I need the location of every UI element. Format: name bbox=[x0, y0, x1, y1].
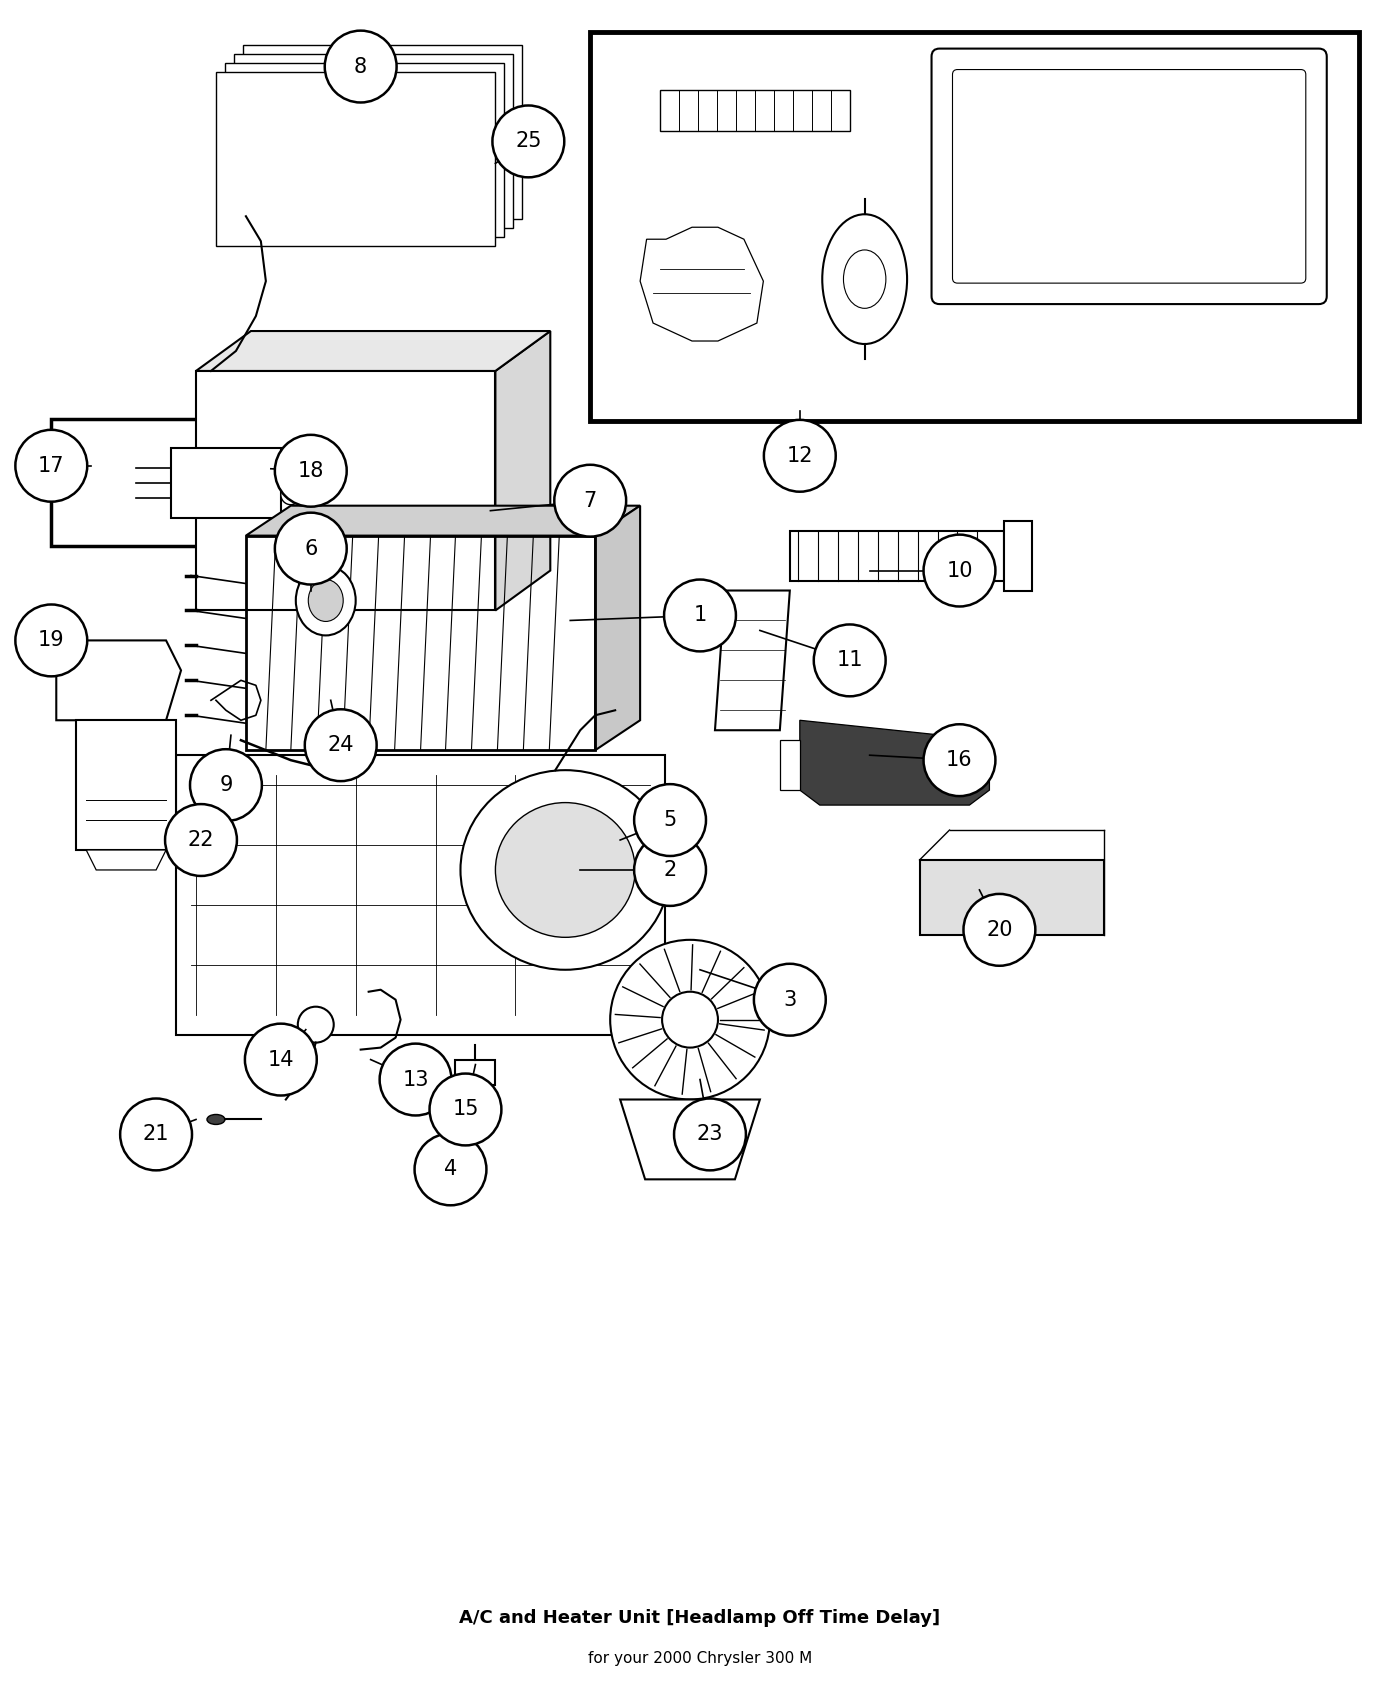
Polygon shape bbox=[799, 721, 990, 806]
Text: 15: 15 bbox=[452, 1100, 479, 1120]
Bar bbox=[234, 54, 514, 228]
Text: 1: 1 bbox=[693, 605, 707, 626]
Polygon shape bbox=[196, 332, 550, 371]
Circle shape bbox=[274, 513, 347, 585]
Text: A/C and Heater Unit [Headlamp Off Time Delay]: A/C and Heater Unit [Headlamp Off Time D… bbox=[459, 1610, 941, 1627]
Text: 23: 23 bbox=[697, 1124, 724, 1144]
Bar bbox=[591, 32, 1358, 422]
Text: 5: 5 bbox=[664, 811, 676, 830]
Polygon shape bbox=[640, 228, 763, 342]
Ellipse shape bbox=[461, 770, 671, 969]
Text: 16: 16 bbox=[946, 750, 973, 770]
Polygon shape bbox=[715, 590, 790, 731]
Ellipse shape bbox=[843, 250, 886, 308]
Text: 22: 22 bbox=[188, 830, 214, 850]
Circle shape bbox=[245, 1023, 316, 1095]
Circle shape bbox=[924, 724, 995, 796]
Circle shape bbox=[430, 1074, 501, 1146]
Text: 4: 4 bbox=[444, 1159, 458, 1180]
Ellipse shape bbox=[308, 580, 343, 622]
Text: 13: 13 bbox=[402, 1069, 428, 1090]
FancyBboxPatch shape bbox=[931, 49, 1327, 304]
Circle shape bbox=[281, 461, 301, 481]
Circle shape bbox=[379, 1044, 451, 1115]
Polygon shape bbox=[246, 505, 640, 536]
Circle shape bbox=[120, 1098, 192, 1170]
Text: for your 2000 Chrysler 300 M: for your 2000 Chrysler 300 M bbox=[588, 1651, 812, 1666]
Text: 11: 11 bbox=[836, 651, 862, 670]
Bar bbox=[171, 447, 281, 518]
Circle shape bbox=[281, 484, 301, 505]
Polygon shape bbox=[87, 850, 167, 870]
Circle shape bbox=[673, 1098, 746, 1170]
Circle shape bbox=[634, 784, 706, 857]
Text: 24: 24 bbox=[328, 734, 354, 755]
Text: 10: 10 bbox=[946, 561, 973, 581]
Circle shape bbox=[924, 534, 995, 607]
Circle shape bbox=[634, 835, 706, 906]
Bar bbox=[659, 90, 850, 131]
Bar bbox=[780, 740, 799, 790]
Bar bbox=[246, 536, 595, 750]
Bar bbox=[455, 1059, 496, 1085]
Polygon shape bbox=[496, 332, 550, 610]
Text: 19: 19 bbox=[38, 631, 64, 651]
Bar bbox=[196, 371, 496, 610]
Bar bbox=[176, 755, 665, 1035]
Polygon shape bbox=[595, 505, 640, 750]
Circle shape bbox=[554, 464, 626, 537]
Text: 6: 6 bbox=[304, 539, 318, 559]
Circle shape bbox=[664, 580, 736, 651]
Circle shape bbox=[325, 31, 396, 102]
Text: 2: 2 bbox=[664, 860, 676, 881]
Text: 18: 18 bbox=[298, 461, 323, 481]
Circle shape bbox=[274, 435, 347, 507]
Circle shape bbox=[298, 1006, 333, 1042]
Bar bbox=[52, 418, 371, 546]
Circle shape bbox=[493, 105, 564, 177]
Text: 12: 12 bbox=[787, 445, 813, 466]
Text: 3: 3 bbox=[783, 989, 797, 1010]
Ellipse shape bbox=[496, 802, 636, 937]
Bar bbox=[225, 63, 504, 238]
Circle shape bbox=[764, 420, 836, 491]
Circle shape bbox=[165, 804, 237, 876]
Bar bbox=[790, 530, 1004, 580]
FancyBboxPatch shape bbox=[952, 70, 1306, 284]
Circle shape bbox=[414, 1134, 486, 1205]
Circle shape bbox=[15, 605, 87, 677]
Text: 9: 9 bbox=[220, 775, 232, 796]
Circle shape bbox=[813, 624, 886, 697]
Text: 17: 17 bbox=[38, 456, 64, 476]
Text: 21: 21 bbox=[143, 1124, 169, 1144]
Text: 14: 14 bbox=[267, 1049, 294, 1069]
Circle shape bbox=[610, 940, 770, 1100]
Circle shape bbox=[662, 991, 718, 1047]
Circle shape bbox=[15, 430, 87, 502]
Text: 8: 8 bbox=[354, 56, 367, 76]
Text: 7: 7 bbox=[584, 491, 596, 510]
Ellipse shape bbox=[295, 566, 356, 636]
Bar bbox=[1004, 520, 1032, 590]
Bar bbox=[244, 44, 522, 219]
Polygon shape bbox=[620, 1100, 760, 1180]
Circle shape bbox=[190, 750, 262, 821]
Ellipse shape bbox=[822, 214, 907, 343]
Ellipse shape bbox=[207, 1115, 225, 1124]
Circle shape bbox=[206, 796, 225, 814]
Polygon shape bbox=[56, 641, 181, 721]
Circle shape bbox=[963, 894, 1036, 966]
Bar bbox=[216, 71, 496, 246]
Text: 20: 20 bbox=[986, 920, 1012, 940]
Circle shape bbox=[753, 964, 826, 1035]
Bar bbox=[920, 860, 1105, 935]
Text: 25: 25 bbox=[515, 131, 542, 151]
Circle shape bbox=[305, 709, 377, 780]
Bar bbox=[76, 721, 176, 850]
